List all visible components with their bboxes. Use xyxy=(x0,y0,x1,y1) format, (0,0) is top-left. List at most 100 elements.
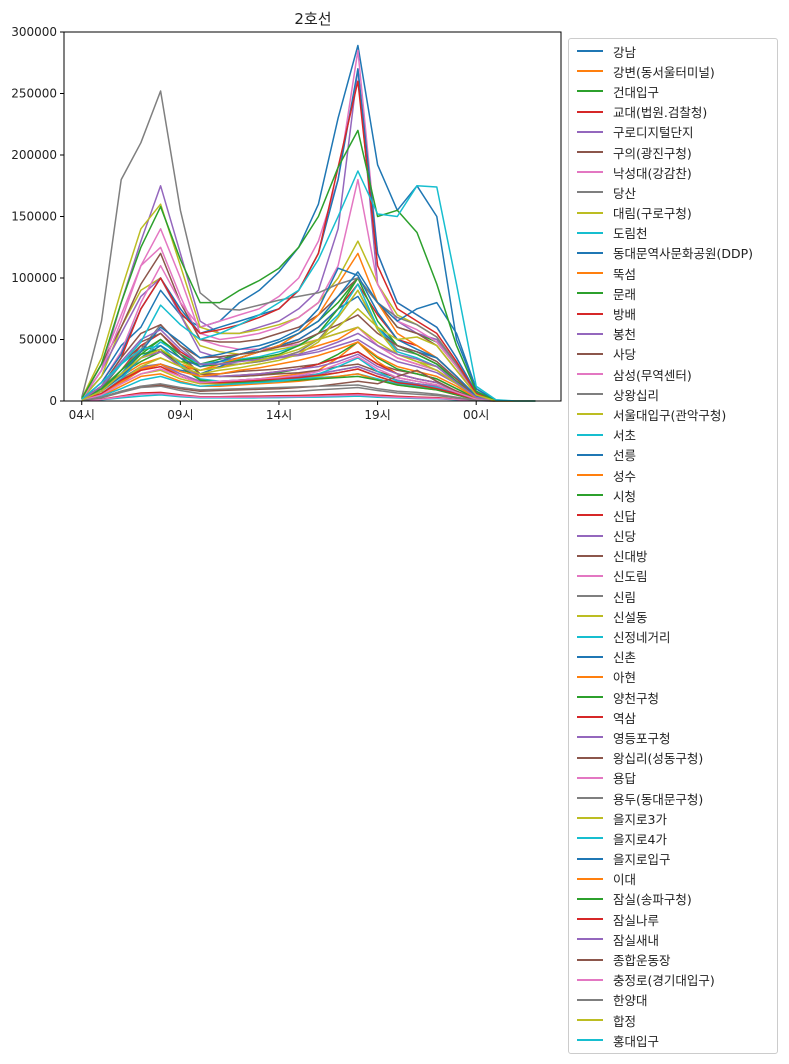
legend-label: 이대 xyxy=(613,872,637,888)
legend-item: 도림천 xyxy=(569,223,777,243)
legend-swatch xyxy=(577,635,603,638)
series-line-36 xyxy=(81,392,536,402)
legend-label: 신도림 xyxy=(613,569,648,585)
legend-item: 왕십리(성동구청) xyxy=(569,748,777,768)
legend-label: 성수 xyxy=(613,468,637,484)
legend-item: 신설동 xyxy=(569,606,777,626)
legend-item: 합정 xyxy=(569,1010,777,1030)
legend-swatch xyxy=(577,554,603,557)
series-line-42 xyxy=(81,129,536,402)
legend-item: 뚝섬 xyxy=(569,263,777,283)
legend-item: 구의(광진구청) xyxy=(569,142,777,162)
legend-item: 성수 xyxy=(569,465,777,485)
legend-swatch xyxy=(577,736,603,739)
legend-item: 구로디지털단지 xyxy=(569,122,777,142)
legend-item: 잠실나루 xyxy=(569,909,777,929)
legend-swatch xyxy=(577,272,603,275)
legend-label: 한양대 xyxy=(613,993,648,1009)
legend-item: 신답 xyxy=(569,505,777,525)
legend-swatch xyxy=(577,292,603,295)
legend-label: 서초 xyxy=(613,428,637,444)
legend-item: 시청 xyxy=(569,485,777,505)
legend-swatch xyxy=(577,857,603,860)
legend-label: 강남 xyxy=(613,44,637,60)
legend-swatch xyxy=(577,110,603,113)
series-line-47 xyxy=(81,383,536,402)
series-line-43 xyxy=(81,365,536,402)
legend-label: 잠실(송파구청) xyxy=(613,892,692,908)
legend-item: 사당 xyxy=(569,344,777,364)
y-tick-label: 0 xyxy=(49,394,57,408)
legend-item: 봉천 xyxy=(569,324,777,344)
legend-item: 상왕십리 xyxy=(569,384,777,404)
legend-item: 문래 xyxy=(569,283,777,303)
legend-swatch xyxy=(577,877,603,880)
legend-item: 영등포구청 xyxy=(569,727,777,747)
legend-swatch xyxy=(577,1019,603,1022)
legend-swatch xyxy=(577,312,603,315)
y-tick-label: 300000 xyxy=(11,25,57,39)
legend-item: 이대 xyxy=(569,869,777,889)
legend-swatch xyxy=(577,716,603,719)
legend-swatch xyxy=(577,978,603,981)
legend: 강남 강변(동서울터미널) 건대입구 교대(법원.검찰청) 구로디지털단지 구의(광진구청… xyxy=(568,38,778,1054)
legend-swatch xyxy=(577,433,603,436)
legend-item: 신정네거리 xyxy=(569,626,777,646)
legend-item: 신대방 xyxy=(569,546,777,566)
legend-item: 잠실(송파구청) xyxy=(569,889,777,909)
legend-label: 시청 xyxy=(613,488,637,504)
legend-label: 삼성(무역센터) xyxy=(613,367,692,383)
legend-swatch xyxy=(577,373,603,376)
legend-swatch xyxy=(577,534,603,537)
series-lines xyxy=(81,44,536,402)
x-tick-label: 00시 xyxy=(463,408,489,422)
legend-swatch xyxy=(577,675,603,678)
legend-label: 을지로3가 xyxy=(613,811,667,827)
legend-item: 낙성대(강감찬) xyxy=(569,162,777,182)
legend-label: 합정 xyxy=(613,1013,637,1029)
legend-swatch xyxy=(577,191,603,194)
legend-label: 신설동 xyxy=(613,609,648,625)
legend-item: 용답 xyxy=(569,768,777,788)
legend-label: 충정로(경기대입구) xyxy=(613,973,715,989)
x-tick-label: 19시 xyxy=(364,408,390,422)
legend-item: 용두(동대문구청) xyxy=(569,788,777,808)
legend-item: 강변(동서울터미널) xyxy=(569,61,777,81)
legend-item: 홍대입구 xyxy=(569,1030,777,1050)
y-axis: 0 50000 100000 150000 200000 250000 300000 xyxy=(11,25,64,408)
legend-swatch xyxy=(577,756,603,759)
legend-swatch xyxy=(577,231,603,234)
legend-swatch xyxy=(577,615,603,618)
legend-label: 문래 xyxy=(613,286,637,302)
legend-item: 삼성(무역센터) xyxy=(569,364,777,384)
legend-item: 선릉 xyxy=(569,445,777,465)
legend-label: 영등포구청 xyxy=(613,730,671,746)
legend-swatch xyxy=(577,897,603,900)
series-line-49 xyxy=(81,170,536,402)
legend-label: 아현 xyxy=(613,670,637,686)
series-line-30 xyxy=(81,271,536,402)
legend-label: 왕십리(성동구청) xyxy=(613,751,704,767)
legend-item: 을지로3가 xyxy=(569,808,777,828)
legend-item: 신림 xyxy=(569,586,777,606)
legend-item: 신촌 xyxy=(569,647,777,667)
legend-label: 용두(동대문구청) xyxy=(613,791,704,807)
legend-label: 뚝섬 xyxy=(613,266,637,282)
y-tick-label: 250000 xyxy=(11,87,57,101)
legend-swatch xyxy=(577,514,603,517)
legend-swatch xyxy=(577,776,603,779)
series-line-48 xyxy=(81,308,536,402)
legend-label: 신정네거리 xyxy=(613,630,671,646)
legend-label: 봉천 xyxy=(613,327,637,343)
series-line-27 xyxy=(81,90,536,402)
legend-swatch xyxy=(577,595,603,598)
legend-item: 을지로4가 xyxy=(569,828,777,848)
legend-swatch xyxy=(577,151,603,154)
legend-label: 양천구청 xyxy=(613,690,660,706)
series-line-46 xyxy=(81,355,536,402)
legend-swatch xyxy=(577,655,603,658)
y-tick-label: 150000 xyxy=(11,210,57,224)
y-tick-label: 50000 xyxy=(19,333,57,347)
legend-label: 구의(광진구청) xyxy=(613,145,692,161)
